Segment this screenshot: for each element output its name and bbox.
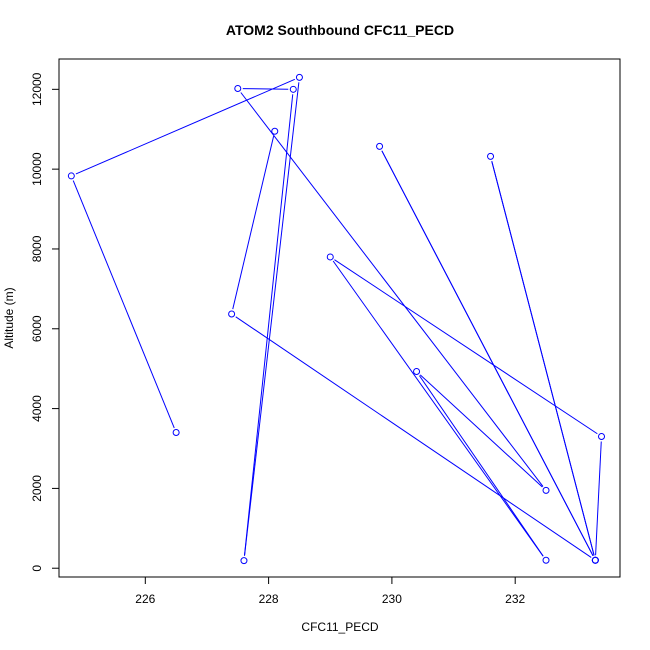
- data-point: [487, 152, 495, 160]
- x-axis-label: CFC11_PECD: [301, 620, 378, 634]
- data-point: [172, 429, 180, 437]
- y-tick-label: 10000: [30, 152, 44, 186]
- series-segment: [244, 82, 300, 556]
- data-point: [67, 172, 75, 180]
- x-tick-label: 230: [382, 592, 402, 606]
- series-segment: [334, 259, 598, 435]
- data-point: [228, 310, 236, 318]
- series-segment: [242, 88, 289, 90]
- series-segment: [243, 94, 294, 556]
- series-segment: [240, 92, 544, 487]
- y-tick-label: 2000: [30, 475, 44, 502]
- data-point: [289, 85, 297, 93]
- series-layer: [67, 73, 606, 565]
- data-point: [326, 253, 334, 261]
- x-tick-label: 228: [259, 592, 279, 606]
- series-segment: [419, 374, 543, 488]
- data-point: [271, 127, 279, 135]
- data-point: [598, 433, 606, 441]
- series-segment: [232, 135, 275, 310]
- x-axis: 226 228 230 232: [135, 577, 526, 606]
- data-point: [234, 85, 242, 93]
- y-tick-label: 6000: [30, 315, 44, 342]
- y-tick-label: 12000: [30, 72, 44, 106]
- data-point: [240, 557, 248, 565]
- series-segment: [72, 180, 175, 429]
- x-tick-label: 226: [135, 592, 155, 606]
- y-axis-label: Altitude (m): [2, 287, 16, 348]
- chart-title: ATOM2 Southbound CFC11_PECD: [226, 22, 454, 38]
- y-axis: 0 2000 4000 6000 8000 10000 12000: [30, 72, 59, 572]
- plot-frame: [58, 58, 621, 578]
- series-segment: [332, 260, 544, 557]
- data-point: [413, 367, 421, 375]
- series-segment: [381, 150, 594, 557]
- series-segment: [595, 441, 602, 556]
- y-tick-label: 8000: [30, 235, 44, 262]
- series-segment: [418, 375, 544, 557]
- series-segment: [235, 316, 592, 558]
- data-point: [376, 142, 384, 150]
- series-segment: [491, 161, 595, 556]
- y-tick-label: 4000: [30, 395, 44, 422]
- data-point: [542, 556, 550, 564]
- data-point: [542, 486, 550, 494]
- x-tick-label: 232: [505, 592, 525, 606]
- y-tick-label: 0: [30, 565, 44, 572]
- data-point: [591, 556, 599, 564]
- data-point: [295, 73, 303, 81]
- series-segment: [75, 78, 296, 175]
